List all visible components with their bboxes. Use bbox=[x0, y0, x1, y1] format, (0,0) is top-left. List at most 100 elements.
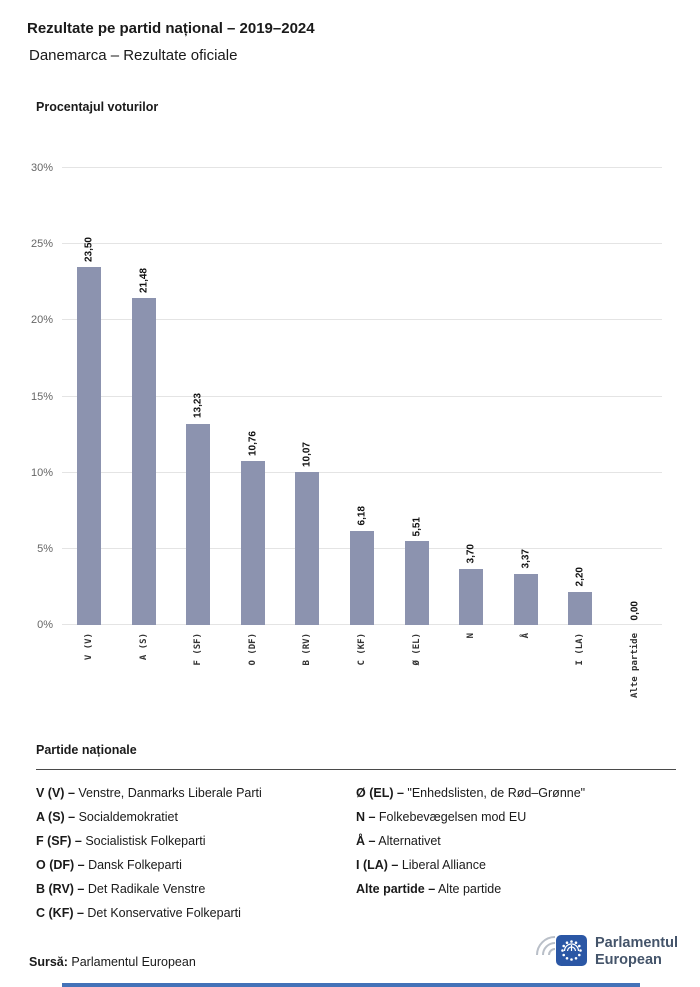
legend-item-code: Alte partide – bbox=[356, 882, 436, 896]
legend-item: C (KF) – Det Konservative Folkeparti bbox=[36, 906, 356, 920]
legend-item-code: B (RV) – bbox=[36, 882, 85, 896]
bar-value-label: 13,23 bbox=[192, 393, 204, 419]
x-axis-label: Ø (EL) bbox=[411, 633, 422, 666]
plot-area: 23,50 21,48 13,23 10,76 10,07 6,18 5,51 3,70 3,3… bbox=[31, 162, 662, 631]
bar-value-label: 2,20 bbox=[574, 567, 586, 587]
bar-value-label: 3,37 bbox=[520, 549, 532, 569]
bar-columns: 23,50 21,48 13,23 10,76 10,07 6,18 5,51 3,70 3,3… bbox=[62, 168, 662, 625]
bar[interactable] bbox=[131, 297, 156, 625]
legend-item-name: Liberal Alliance bbox=[398, 858, 486, 872]
legend-item-name: Folkebevægelsen mod EU bbox=[375, 810, 527, 824]
legend-heading: Partide naționale bbox=[36, 743, 137, 757]
bar[interactable] bbox=[186, 423, 211, 625]
page-subtitle: Danemarca – Rezultate oficiale bbox=[29, 47, 238, 64]
gridline bbox=[62, 395, 662, 397]
x-axis-label: I (LA) bbox=[575, 633, 586, 666]
ep-logo-text-line1: Parlamentul bbox=[595, 935, 678, 952]
legend-item: O (DF) – Dansk Folkeparti bbox=[36, 858, 356, 872]
bar-column: 6,18 bbox=[335, 168, 390, 625]
y-axis-tick-label: 30% bbox=[30, 162, 53, 174]
legend-item-code: Ø (EL) – bbox=[356, 786, 404, 800]
ep-logo-text: Parlamentul European bbox=[595, 935, 678, 968]
legend-item-code: I (LA) – bbox=[356, 858, 399, 872]
x-axis-cell: Ø (EL) bbox=[389, 625, 444, 717]
bar-column: 5,51 bbox=[389, 168, 444, 625]
y-axis-tick-label: 25% bbox=[30, 238, 53, 251]
x-axis-label: Å bbox=[520, 633, 531, 639]
ep-logo: Parlamentul European bbox=[534, 930, 678, 974]
bar-value-label: 6,18 bbox=[356, 506, 368, 526]
bar[interactable] bbox=[568, 591, 593, 625]
bar-value-label: 23,50 bbox=[83, 236, 95, 262]
legend-item: A (S) – Socialdemokratiet bbox=[36, 810, 356, 824]
legend-item-code: V (V) – bbox=[36, 786, 75, 800]
gridline bbox=[62, 319, 662, 321]
bar-column: 3,70 bbox=[444, 168, 499, 625]
legend-column-right: Ø (EL) – "Enhedslisten, de Rød–Grønne" N … bbox=[356, 786, 676, 930]
legend-item: Alte partide – Alte partide bbox=[356, 882, 676, 896]
bar-value-label: 5,51 bbox=[411, 516, 423, 537]
bar[interactable] bbox=[404, 541, 429, 625]
source-note: Sursă: Parlamentul European bbox=[29, 955, 196, 969]
ep-logo-mark bbox=[536, 935, 587, 966]
legend-item-name: Alternativet bbox=[375, 834, 441, 848]
bar-value-label: 0,00 bbox=[629, 600, 641, 620]
x-axis-label: O (DF) bbox=[247, 633, 258, 666]
legend-item-name: "Enhedslisten, de Rød–Grønne" bbox=[403, 786, 586, 800]
gridline bbox=[62, 471, 662, 473]
bar-value-label: 10,07 bbox=[301, 441, 313, 467]
legend-item-name: Socialdemokratiet bbox=[75, 810, 178, 824]
legend-item: Ø (EL) – "Enhedslisten, de Rød–Grønne" bbox=[356, 786, 676, 800]
x-axis-label: N bbox=[466, 633, 477, 639]
bar[interactable] bbox=[295, 471, 320, 625]
legend-item-name: Dansk Folkeparti bbox=[84, 858, 182, 872]
x-axis-label: F (SF) bbox=[193, 633, 204, 666]
legend-item-code: Å – bbox=[356, 834, 376, 848]
legend-item-code: C (KF) – bbox=[36, 906, 84, 920]
legend-column-left: V (V) – Venstre, Danmarks Liberale Parti… bbox=[36, 786, 356, 930]
bar-value-label: 21,48 bbox=[138, 267, 150, 293]
x-axis-label: V (V) bbox=[84, 633, 95, 661]
legend-divider bbox=[36, 769, 676, 770]
legend-item: B (RV) – Det Radikale Venstre bbox=[36, 882, 356, 896]
source-name: Parlamentul European bbox=[71, 955, 196, 969]
x-axis-cell: V (V) bbox=[62, 625, 117, 717]
legend-item: Å – Alternativet bbox=[356, 834, 676, 848]
legend-item-code: O (DF) – bbox=[36, 858, 85, 872]
bar[interactable] bbox=[459, 568, 484, 625]
bar-column: 10,76 bbox=[226, 168, 281, 625]
legend-item-name: Venstre, Danmarks Liberale Parti bbox=[74, 786, 262, 800]
x-axis-cell: I (LA) bbox=[553, 625, 608, 717]
x-axis-label: B (RV) bbox=[302, 633, 313, 666]
bar-column: 3,37 bbox=[498, 168, 553, 625]
bar-column: 21,48 bbox=[117, 168, 172, 625]
bar-column: 23,50 bbox=[62, 168, 117, 625]
legend-item-name: Det Konservative Folkeparti bbox=[83, 906, 241, 920]
bottom-divider bbox=[62, 983, 640, 987]
gridline bbox=[62, 167, 662, 168]
x-axis-label: Alte partide bbox=[629, 633, 640, 699]
x-axis-cell: Alte partide bbox=[607, 625, 662, 717]
y-axis-tick-label: 15% bbox=[30, 390, 53, 403]
legend-item-name: Det Radikale Venstre bbox=[84, 882, 206, 896]
legend-item: V (V) – Venstre, Danmarks Liberale Parti bbox=[36, 786, 356, 800]
bar[interactable] bbox=[350, 530, 374, 625]
bar[interactable] bbox=[77, 267, 102, 625]
x-axis-cell: C (KF) bbox=[335, 625, 390, 717]
bar-value-label: 10,76 bbox=[247, 431, 259, 457]
x-axis-labels: V (V) A (S) F (SF) O (DF) B (RV) C (KF) Ø (EL)… bbox=[62, 625, 662, 717]
y-axis-tick-label: 10% bbox=[30, 466, 53, 479]
legend-item-name: Alte partide bbox=[435, 882, 502, 896]
bar-column: 13,23 bbox=[171, 168, 226, 625]
bar[interactable] bbox=[513, 573, 538, 625]
legend-item-code: N – bbox=[356, 810, 376, 824]
legend-item: I (LA) – Liberal Alliance bbox=[356, 858, 676, 872]
gridline bbox=[62, 243, 662, 245]
x-axis-cell: Å bbox=[498, 625, 553, 717]
page-title: Rezultate pe partid național – 2019–2024 bbox=[27, 20, 315, 37]
legend: Partide naționale V (V) – Venstre, Danma… bbox=[36, 743, 676, 930]
bar[interactable] bbox=[240, 461, 265, 625]
y-axis-tick-label: 20% bbox=[30, 314, 53, 327]
legend-item: F (SF) – Socialistisk Folkeparti bbox=[36, 834, 356, 848]
